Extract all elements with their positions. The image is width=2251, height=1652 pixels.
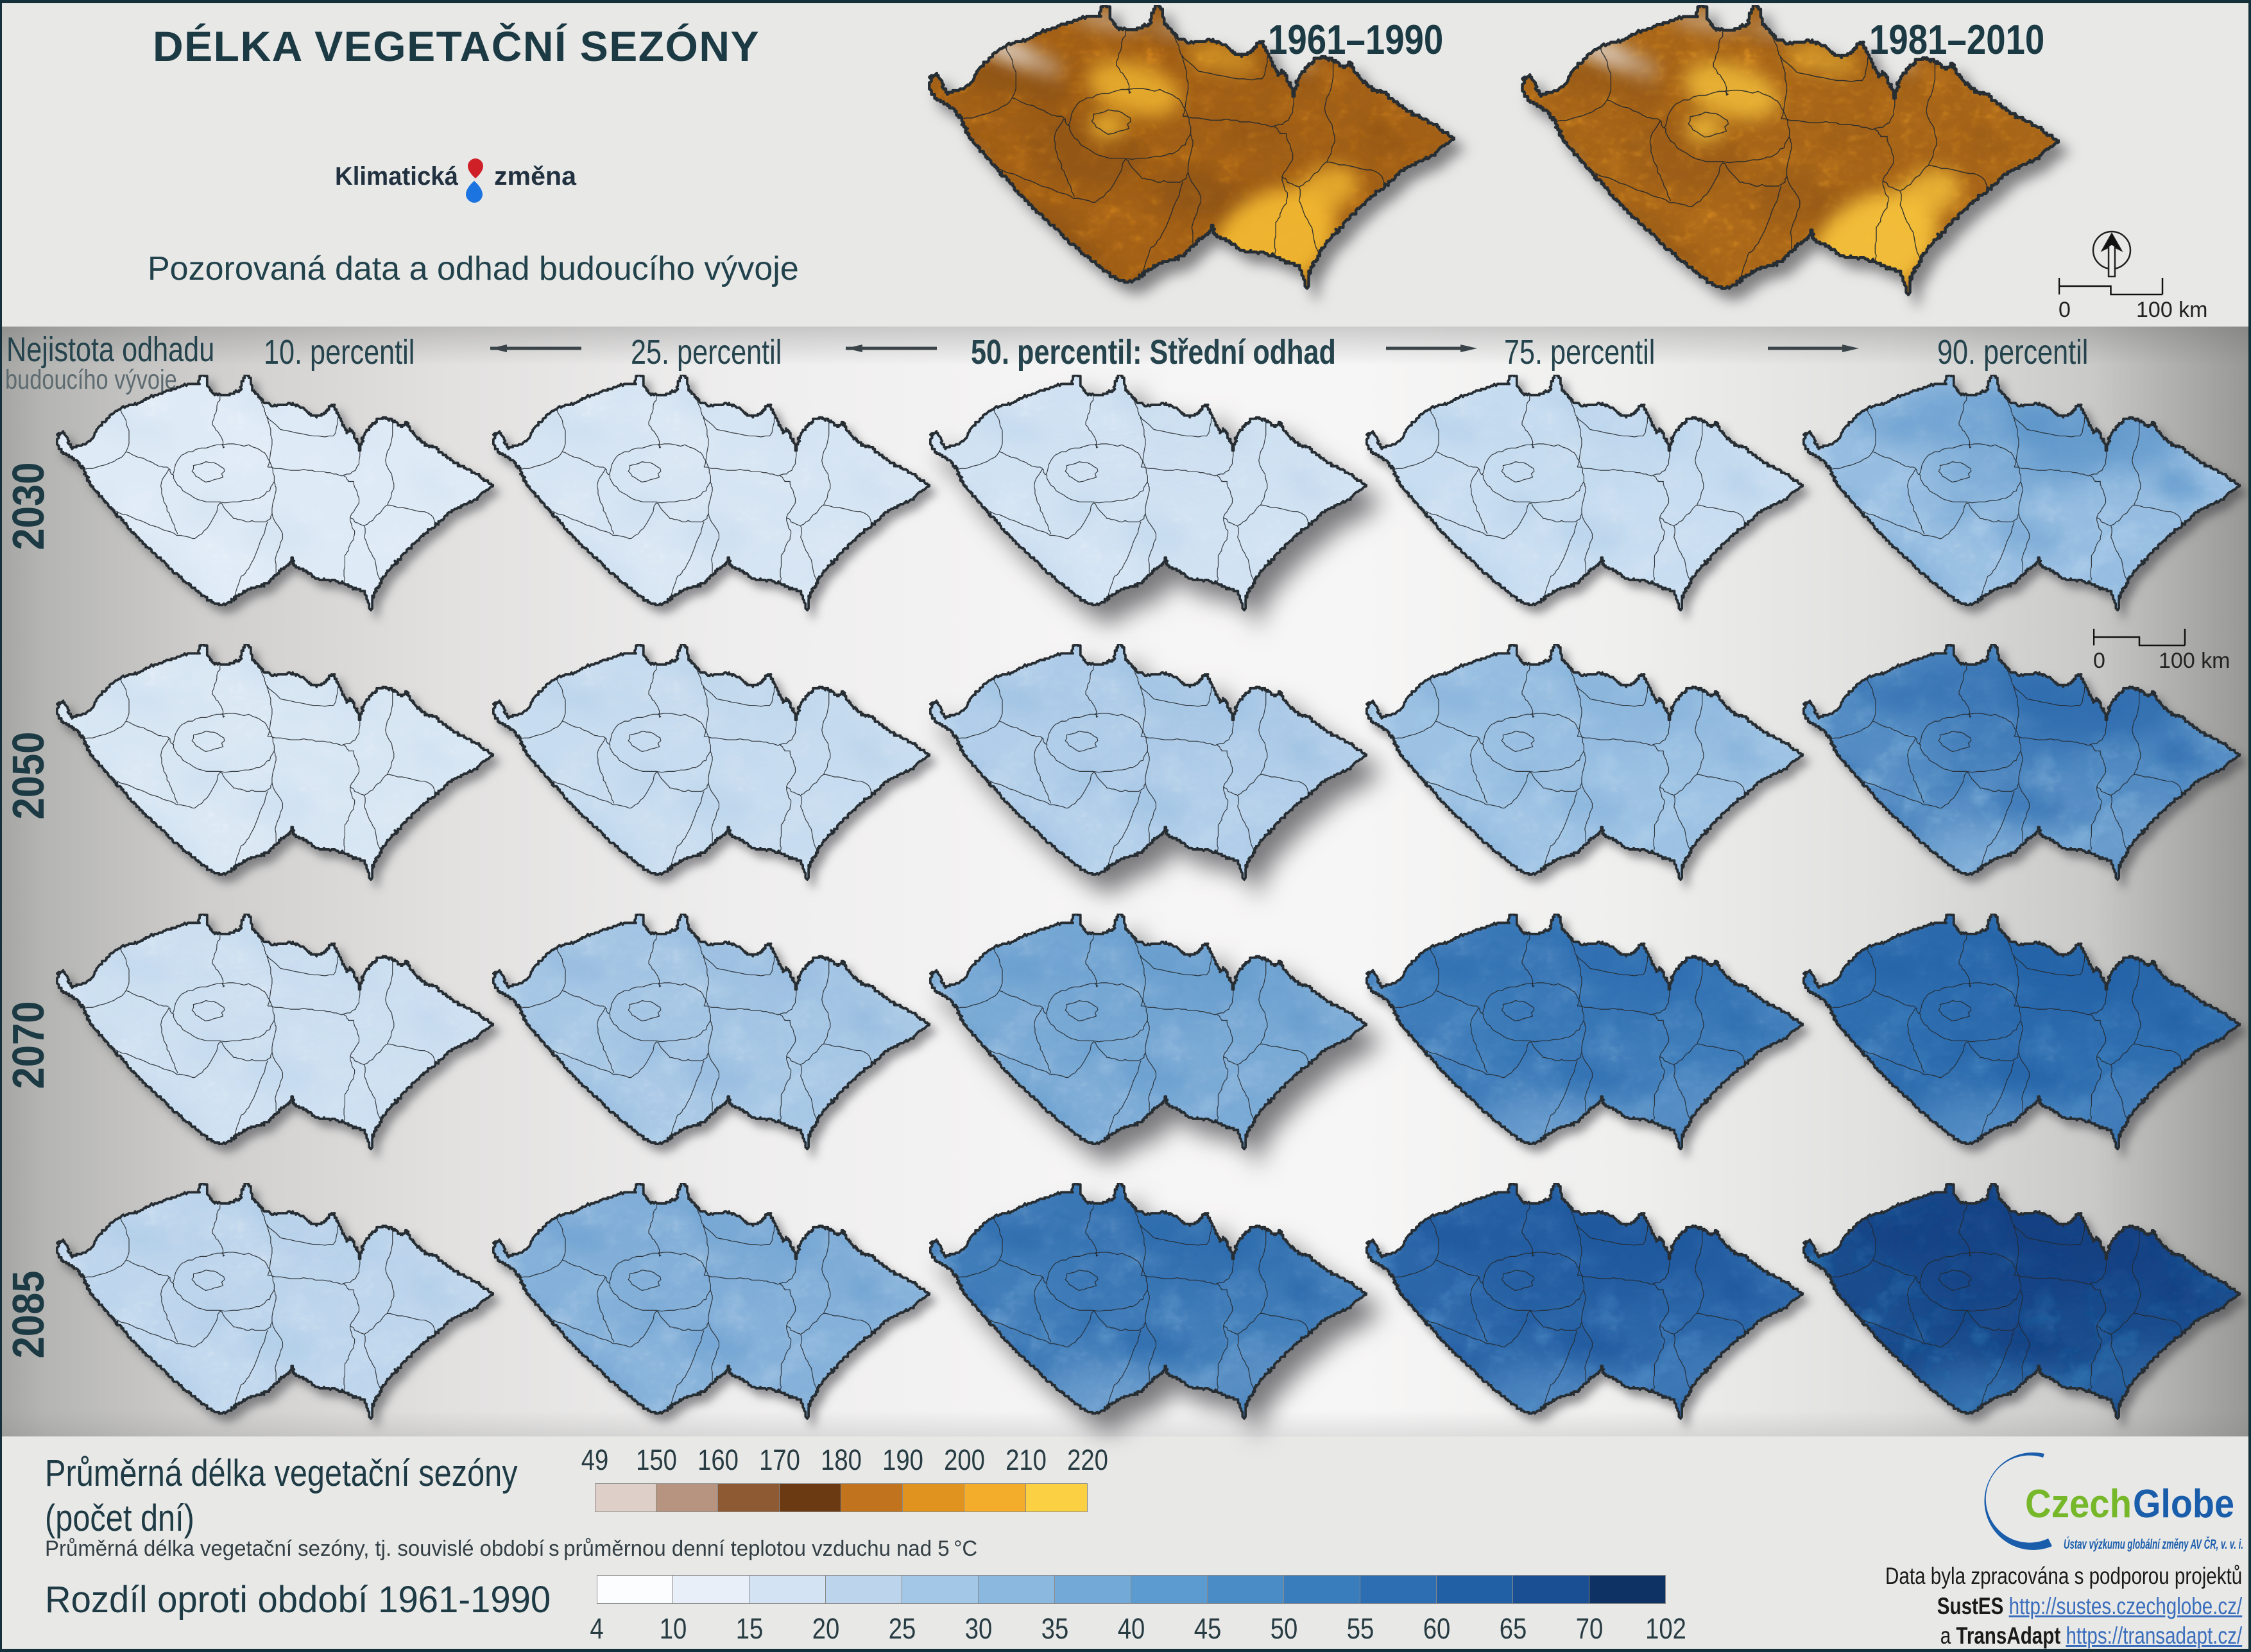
svg-text:Klimatická: Klimatická <box>335 162 459 191</box>
svg-text:Ústav výzkumu globální změny A: Ústav výzkumu globální změny AV ČR, v. v… <box>2064 1537 2243 1552</box>
svg-text:Globe: Globe <box>2133 1482 2234 1526</box>
svg-text:Czech: Czech <box>2025 1482 2132 1526</box>
svg-text:0: 0 <box>2093 649 2105 673</box>
svg-text:100 km: 100 km <box>2159 649 2230 673</box>
svg-text:0: 0 <box>2058 298 2071 322</box>
svg-text:změna: změna <box>494 162 577 191</box>
svg-text:100 km: 100 km <box>2136 298 2208 322</box>
